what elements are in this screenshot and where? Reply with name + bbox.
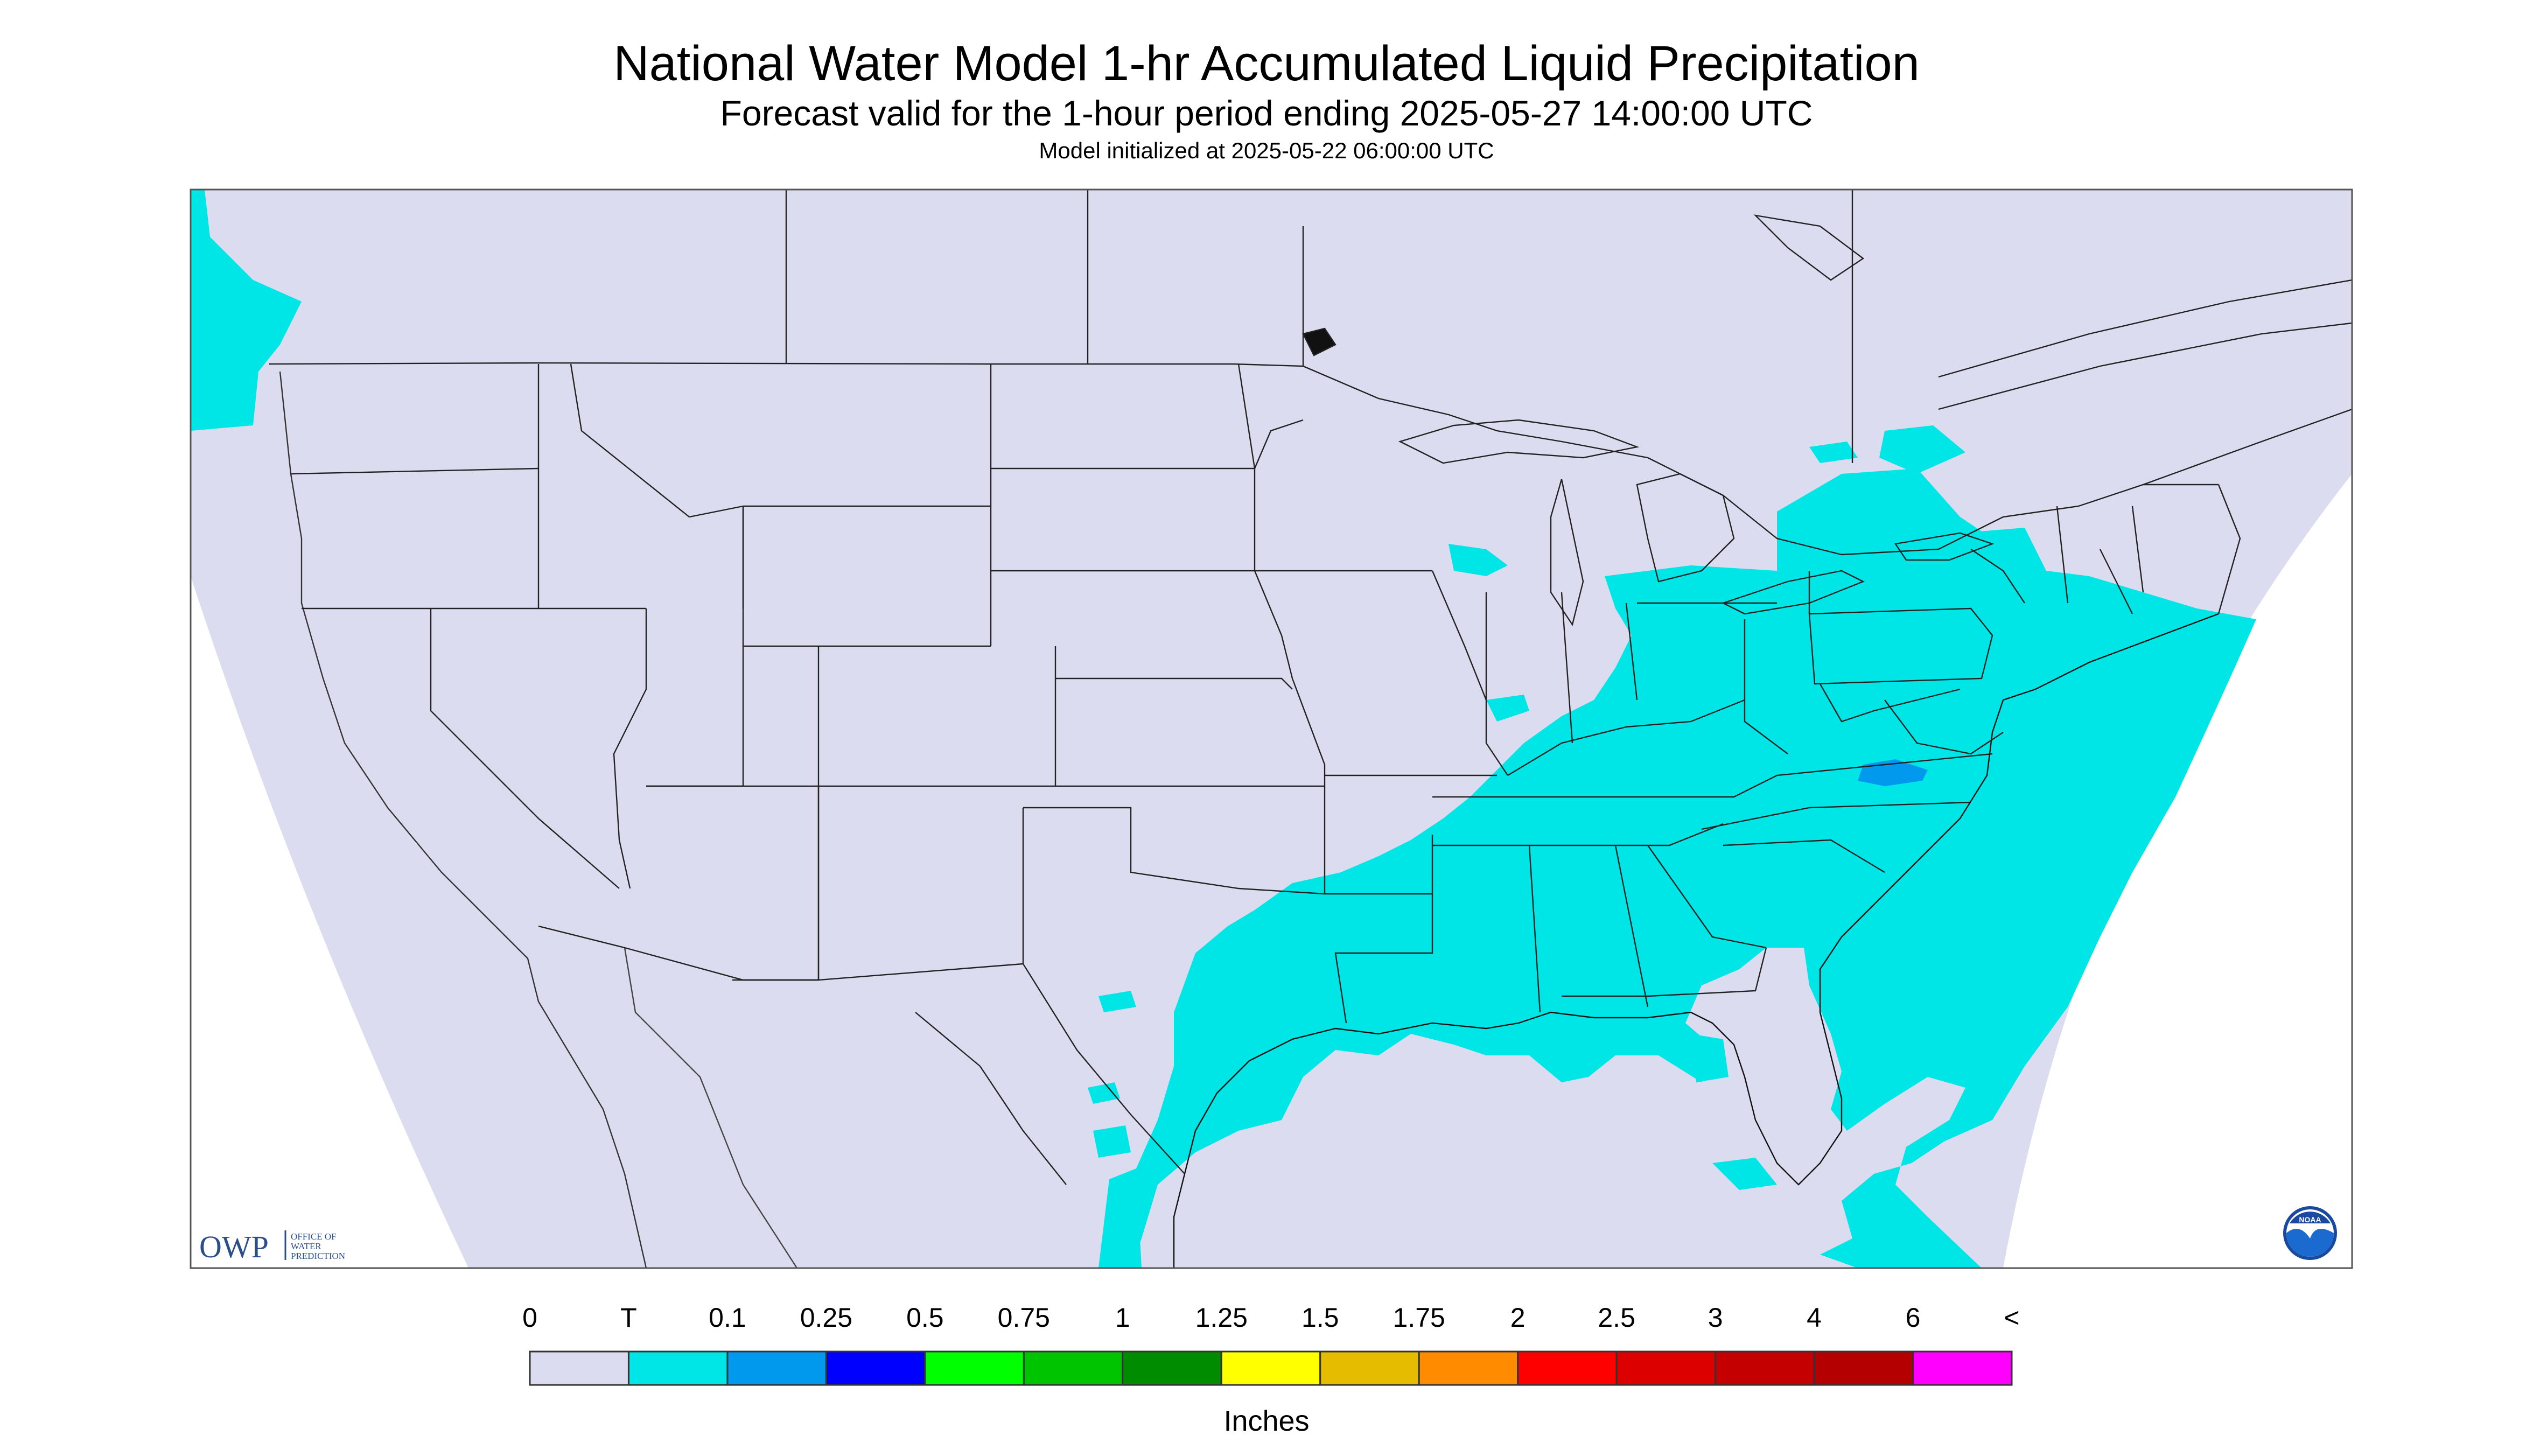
legend-swatch [726,1350,827,1386]
legend-swatch [1418,1350,1519,1386]
legend-tick-label: 0.25 [800,1303,853,1333]
model-init-line: Model initialized at 2025-05-22 06:00:00… [1039,138,1494,163]
legend-tick-label: 2 [1510,1303,1526,1333]
legend-tick-label: 2.5 [1598,1303,1635,1333]
legend-swatch [1912,1350,2013,1386]
owp-logo-text-line-2: WATER [291,1241,321,1251]
legend-tick-label: 1.25 [1195,1303,1248,1333]
legend-tick-label: 1 [1115,1303,1130,1333]
legend-tick-label: T [620,1303,637,1333]
boundary-lines [269,190,2352,1268]
legend-tick-label: < [2004,1303,2020,1333]
legend-swatch [1023,1350,1124,1386]
map-title: National Water Model 1-hr Accumulated Li… [613,36,1920,91]
owp-logo: OWP OFFICE OF WATER PREDICTION [199,1229,345,1264]
owp-logo-mark: OWP [199,1229,269,1264]
legend-swatch [1220,1350,1321,1386]
legend-tick-label: 0.5 [906,1303,944,1333]
legend-swatch [529,1350,629,1386]
legend-tick-label: 3 [1708,1303,1723,1333]
noaa-logo-mark: NOAA [2299,1215,2321,1224]
legend-color-bar [529,1350,2013,1386]
precip-trace-areas [191,190,2256,1268]
legend-tick-label: 1.75 [1393,1303,1445,1333]
noaa-logo: NOAA [2283,1206,2337,1260]
legend-swatch [825,1350,926,1386]
legend-tick-label: 4 [1807,1303,1822,1333]
legend-swatch [1715,1350,1815,1386]
legend-swatch [1122,1350,1222,1386]
legend-tick-label: 0.75 [997,1303,1050,1333]
legend-swatch [1615,1350,1717,1386]
legend-tick-label: 6 [1905,1303,1921,1333]
model-domain [191,190,2352,1268]
legend-swatch [1813,1350,1914,1386]
legend-tick-label: 1.5 [1301,1303,1339,1333]
legend-swatch [627,1350,729,1386]
legend-tick-label: 0.1 [709,1303,746,1333]
legend-swatch [924,1350,1025,1386]
owp-logo-text-line-1: OFFICE OF [291,1231,337,1242]
map-subtitle: Forecast valid for the 1-hour period end… [720,93,1813,133]
map-frame [190,188,2353,1269]
legend-units-label: Inches [1223,1405,1310,1437]
owp-logo-text-line-3: PREDICTION [291,1251,345,1261]
legend-swatch [1319,1350,1420,1386]
legend-tick-label: 0 [522,1303,537,1333]
legend-swatch [1517,1350,1618,1386]
